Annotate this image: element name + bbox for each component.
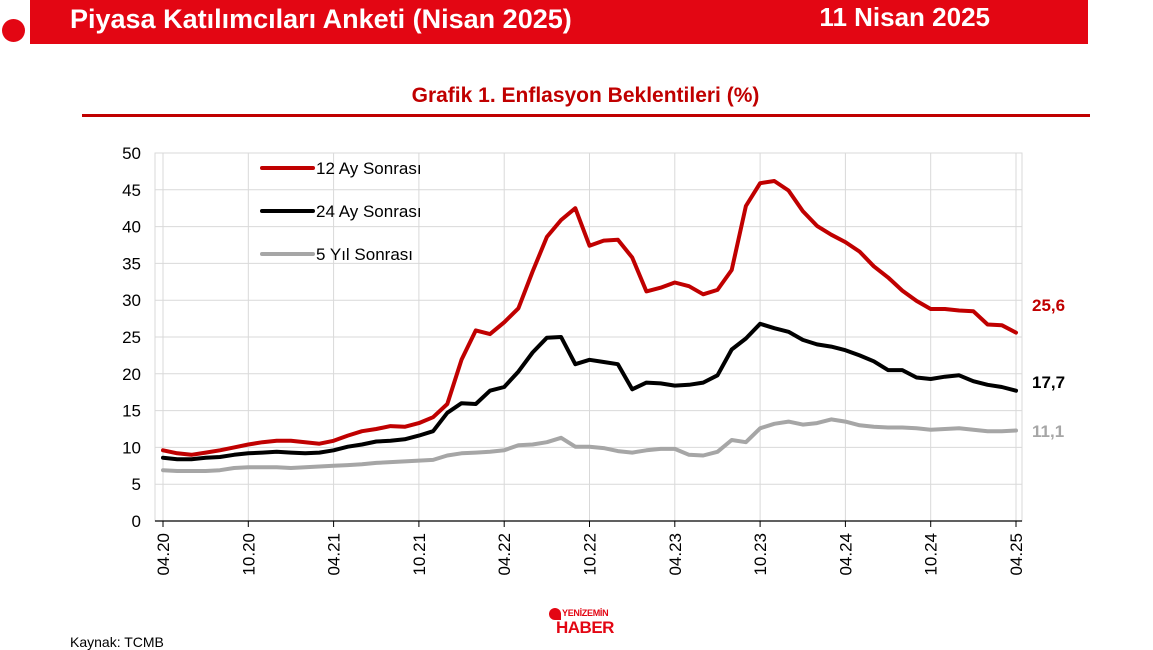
- x-tick-label: 10.20: [239, 533, 258, 576]
- y-tick-label: 10: [122, 438, 141, 457]
- axes: [155, 520, 1022, 527]
- header-bar: Piyasa Katılımcıları Anketi (Nisan 2025)…: [30, 0, 1088, 44]
- page-title: Piyasa Katılımcıları Anketi (Nisan 2025): [70, 4, 572, 34]
- x-tick-label: 04.22: [495, 533, 514, 576]
- legend-label: 12 Ay Sonrası: [316, 159, 422, 178]
- grid-lines: [154, 152, 1023, 522]
- x-tick-label: 10.24: [922, 533, 941, 576]
- series-end-label: 17,7: [1032, 373, 1065, 392]
- x-tick-label: 10.22: [581, 533, 600, 576]
- y-tick-label: 35: [122, 254, 141, 273]
- x-tick-label: 04.24: [836, 533, 855, 576]
- logo-mark-icon: [549, 608, 561, 620]
- x-tick-labels: 04.20 10.20 04.21 10.21 04.22 10.22 04.23 10.23…: [154, 533, 1026, 576]
- y-tick-label: 25: [122, 328, 141, 347]
- series-lines: [161, 179, 1018, 473]
- x-tick-label: 04.21: [325, 533, 344, 576]
- y-tick-label: 15: [122, 402, 141, 421]
- y-tick-label: 50: [122, 144, 141, 163]
- legend: 12 Ay Sonrası 24 Ay Sonrası 5 Yıl Sonrası: [260, 159, 422, 264]
- legend-label: 24 Ay Sonrası: [316, 202, 422, 221]
- end-labels: 25,6 17,7 11,1: [1032, 296, 1065, 441]
- report-date: 11 Nisan 2025: [819, 2, 990, 32]
- x-tick-label: 10.23: [751, 533, 770, 576]
- series-12m-line: [161, 179, 1018, 457]
- title-divider: [82, 114, 1090, 117]
- series-end-label: 25,6: [1032, 296, 1065, 315]
- x-tick-label: 04.20: [154, 533, 173, 576]
- header-bullet-icon: [2, 19, 25, 42]
- y-tick-labels: 0 5 10 15 20 25 30 35 40 45 50: [122, 144, 141, 531]
- y-tick-label: 30: [122, 291, 141, 310]
- logo-top-text: YENİZEMİN: [562, 608, 609, 618]
- publisher-logo: YENİZEMİN HABER: [549, 606, 614, 645]
- logo-main-text: HABER: [556, 618, 614, 637]
- series-end-label: 11,1: [1032, 422, 1064, 441]
- series-5y-line: [161, 417, 1018, 473]
- y-tick-label: 45: [122, 181, 141, 200]
- series-24m-line: [161, 321, 1018, 462]
- source-note: Kaynak: TCMB: [70, 634, 164, 650]
- x-tick-label: 10.21: [410, 533, 429, 576]
- chart-title: Grafik 1. Enflasyon Beklentileri (%): [411, 84, 760, 107]
- y-tick-label: 40: [122, 218, 141, 237]
- x-tick-label: 04.23: [666, 533, 685, 576]
- y-tick-label: 20: [122, 365, 141, 384]
- y-tick-label: 5: [132, 475, 141, 494]
- legend-label: 5 Yıl Sonrası: [316, 245, 413, 264]
- x-tick-label: 04.25: [1007, 533, 1026, 576]
- y-tick-label: 0: [132, 512, 141, 531]
